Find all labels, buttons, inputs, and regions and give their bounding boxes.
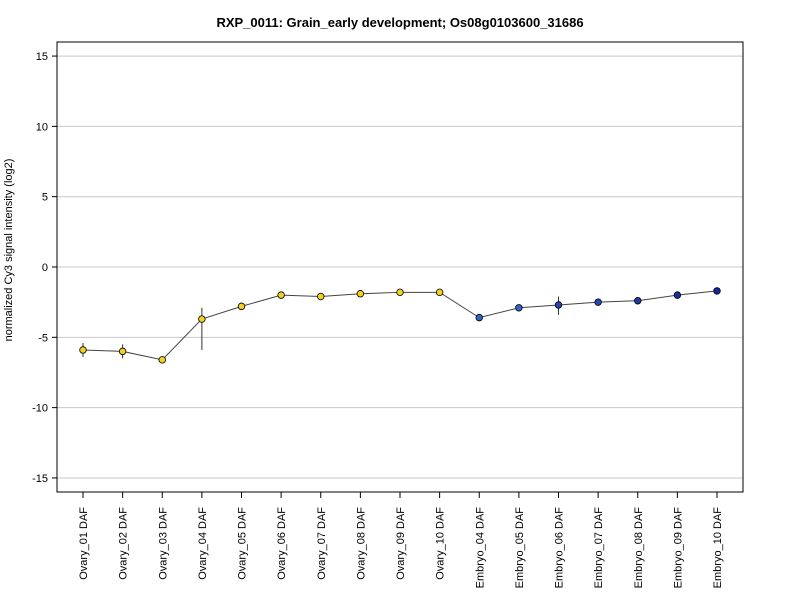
series-layer [79,287,721,364]
data-point [396,288,404,297]
x-tick-label: Ovary_01 DAF [78,507,90,580]
x-tick-label: Embryo_04 DAF [474,507,486,589]
x-tick-label: Ovary_02 DAF [118,507,130,580]
x-axis: Ovary_01 DAF Ovary_02 DAF Ovary_03 DAF Ovar… [78,492,724,588]
x-tick-label: Embryo_06 DAF [554,507,566,589]
x-tick-label: Embryo_08 DAF [633,507,645,589]
data-point [634,297,642,305]
data-point [554,301,563,309]
x-tick-label: Ovary_03 DAF [157,507,169,580]
x-tick-label: Ovary_07 DAF [316,507,328,580]
y-tick-label: -15 [32,473,48,485]
data-point [158,356,166,364]
data-point [356,290,365,298]
data-point [118,347,127,356]
y-axis: -15 -10 -5 0 5 10 15 [32,51,57,485]
y-tick-label: -5 [38,332,48,344]
data-point [515,304,523,312]
x-tick-label: Ovary_10 DAF [435,507,447,580]
y-tick-label: 10 [36,121,48,133]
grid-lines [57,55,743,479]
x-tick-label: Ovary_09 DAF [395,507,407,580]
x-tick-label: Ovary_06 DAF [276,507,288,580]
data-point [277,291,285,299]
x-tick-label: Embryo_09 DAF [672,507,684,589]
y-tick-label: 15 [36,51,48,63]
y-tick-label: 5 [42,192,48,204]
data-point [237,302,246,311]
data-point [673,291,682,299]
chart-title: RXP_0011: Grain_early development; Os08g… [216,15,583,30]
y-axis-label: normalized Cy3 signal intensity (log2) [3,159,15,342]
data-point [475,313,483,322]
data-point [713,287,721,295]
x-tick-label: Embryo_07 DAF [593,507,605,589]
data-point [435,288,444,297]
data-point [594,298,602,306]
x-tick-label: Embryo_05 DAF [514,507,526,589]
data-point [79,346,87,354]
x-tick-label: Ovary_04 DAF [197,507,209,580]
data-point [317,292,325,301]
x-tick-label: Ovary_05 DAF [237,507,249,580]
series-line [82,290,718,361]
data-point [198,315,206,323]
x-tick-label: Ovary_08 DAF [355,507,367,580]
y-tick-label: 0 [42,262,48,274]
x-tick-label: Embryo_10 DAF [712,507,724,589]
y-tick-label: -10 [32,403,48,415]
